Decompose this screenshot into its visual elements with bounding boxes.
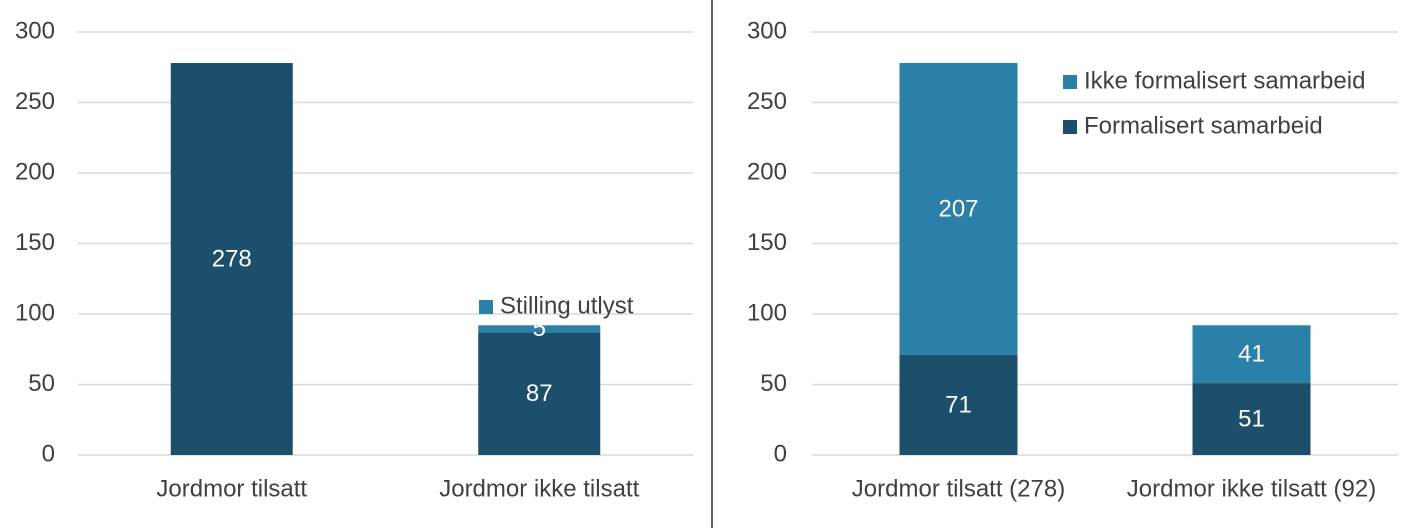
y-tick-label: 50	[760, 370, 787, 397]
data-label: 87	[526, 380, 553, 407]
y-tick-label: 0	[42, 440, 55, 467]
y-tick-label: 300	[15, 17, 55, 44]
legend-label: Ikke formalisert samarbeid	[1084, 67, 1365, 94]
data-label: 207	[938, 195, 978, 222]
y-tick-label: 100	[747, 299, 787, 326]
legend-label: Stilling utlyst	[500, 292, 634, 319]
legend-swatch	[479, 300, 493, 314]
data-label: 51	[1238, 405, 1265, 432]
bar-segment	[1192, 383, 1311, 455]
y-tick-label: 150	[747, 229, 787, 256]
y-tick-label: 200	[15, 158, 55, 185]
y-tick-label: 200	[747, 158, 787, 185]
y-tick-label: 150	[15, 229, 55, 256]
bar-segment	[899, 354, 1018, 455]
y-tick-label: 250	[747, 88, 787, 115]
legend-label: Formalisert samarbeid	[1084, 112, 1323, 139]
y-tick-label: 0	[774, 440, 787, 467]
data-label: 5	[533, 315, 546, 342]
bar-segment	[170, 63, 293, 456]
y-tick-label: 300	[747, 17, 787, 44]
x-tick-label: Jordmor tilsatt (278)	[852, 475, 1065, 502]
data-label: 278	[212, 245, 252, 272]
data-label: 41	[1238, 341, 1265, 368]
legend-swatch	[1063, 75, 1077, 89]
y-tick-label: 50	[28, 370, 55, 397]
bar-segment	[899, 63, 1018, 355]
x-tick-label: Jordmor tilsatt	[156, 475, 307, 502]
data-label: 71	[945, 391, 972, 418]
y-tick-label: 100	[15, 299, 55, 326]
x-tick-label: Jordmor ikke tilsatt (92)	[1127, 475, 1376, 502]
legend-swatch	[1063, 120, 1077, 134]
bar-segment	[478, 332, 601, 455]
x-tick-label: Jordmor ikke tilsatt	[439, 475, 639, 502]
y-tick-label: 250	[15, 88, 55, 115]
bar-segment	[1192, 325, 1311, 384]
bar-segment	[478, 325, 601, 333]
